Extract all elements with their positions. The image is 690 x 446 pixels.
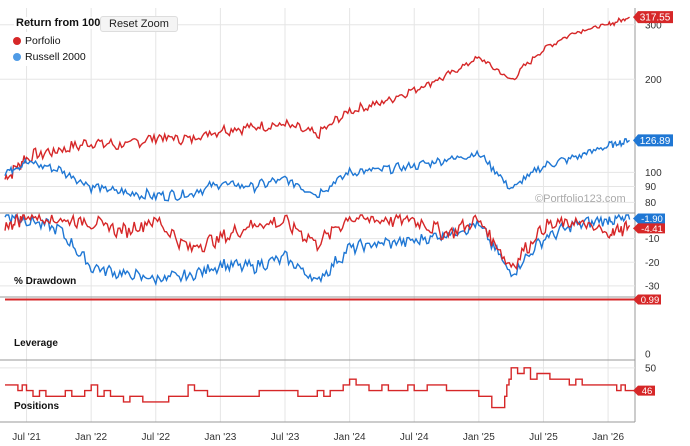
y-tick-label: 100	[645, 168, 662, 179]
portfolio-drawdown-line	[4, 212, 631, 271]
russell-drawdown-value: -1.90	[641, 214, 663, 225]
x-tick-label: Jul '24	[400, 432, 429, 443]
russell-drawdown-badge	[633, 213, 665, 224]
x-tick-label: Jul '22	[141, 432, 170, 443]
x-tick-label: Jan '24	[334, 432, 366, 443]
portfolio-last-value: 317.55	[640, 13, 671, 24]
portfolio-drawdown-badge	[633, 223, 665, 234]
portfolio-return-line	[4, 16, 630, 181]
label-layer: 317.55 126.89 -1.90-4.41 0.99 46	[633, 11, 673, 397]
portfolio-drawdown-value: -4.41	[641, 224, 663, 235]
x-tick-label: Jul '23	[271, 432, 300, 443]
y-tick-label: 50	[645, 363, 657, 374]
y-tick-label: 300	[645, 20, 662, 31]
leverage-panel-label: Leverage	[14, 338, 58, 349]
positions-value: 46	[642, 386, 653, 397]
x-tick-label: Jan '23	[204, 432, 236, 443]
axis-layer: Jul '21 Jan '22 Jul '22 Jan '23 Jul '23 Jan '…	[12, 20, 662, 443]
positions-panel-label: Positions	[14, 401, 60, 412]
y-tick-label: -10	[645, 234, 660, 245]
y-tick-label: 0	[645, 350, 651, 361]
positions-badge	[633, 385, 655, 396]
x-tick-label: Jul '21	[12, 432, 41, 443]
watermark: ©Portfolio123.com	[535, 193, 626, 205]
x-tick-label: Jan '22	[75, 432, 107, 443]
portfolio-last-value-badge	[633, 11, 673, 24]
series-layer	[4, 16, 635, 409]
legend-label-portfolio: Porfolio	[25, 35, 61, 47]
legend-dot-russell	[13, 53, 21, 61]
legend-item-portfolio[interactable]: Porfolio	[13, 33, 86, 49]
positions-line	[5, 367, 635, 409]
russell-last-value: 126.89	[640, 136, 671, 147]
russell-last-value-badge	[633, 134, 673, 147]
reset-zoom-button[interactable]: Reset Zoom	[100, 16, 178, 32]
russell-return-line	[4, 138, 630, 202]
y-tick-label: 80	[645, 198, 657, 209]
legend-label-russell: Russell 2000	[25, 51, 86, 63]
y-tick-label: 200	[645, 75, 662, 86]
russell-drawdown-line	[4, 213, 631, 287]
leverage-badge	[633, 294, 661, 305]
grid-layer	[0, 8, 636, 423]
drawdown-panel-label: % Drawdown	[14, 276, 77, 287]
y-tick-label: -30	[645, 281, 660, 292]
x-tick-label: Jan '26	[592, 432, 624, 443]
legend-item-russell[interactable]: Russell 2000	[13, 49, 86, 65]
leverage-value: 0.99	[641, 295, 660, 306]
x-tick-label: Jan '25	[463, 432, 495, 443]
chart-title: Return from 100	[14, 17, 103, 29]
legend-dot-portfolio	[13, 37, 21, 45]
legend: Porfolio Russell 2000	[10, 32, 89, 66]
x-tick-label: Jul '25	[529, 432, 558, 443]
y-tick-label: -20	[645, 258, 660, 269]
y-tick-label: 90	[645, 182, 657, 193]
